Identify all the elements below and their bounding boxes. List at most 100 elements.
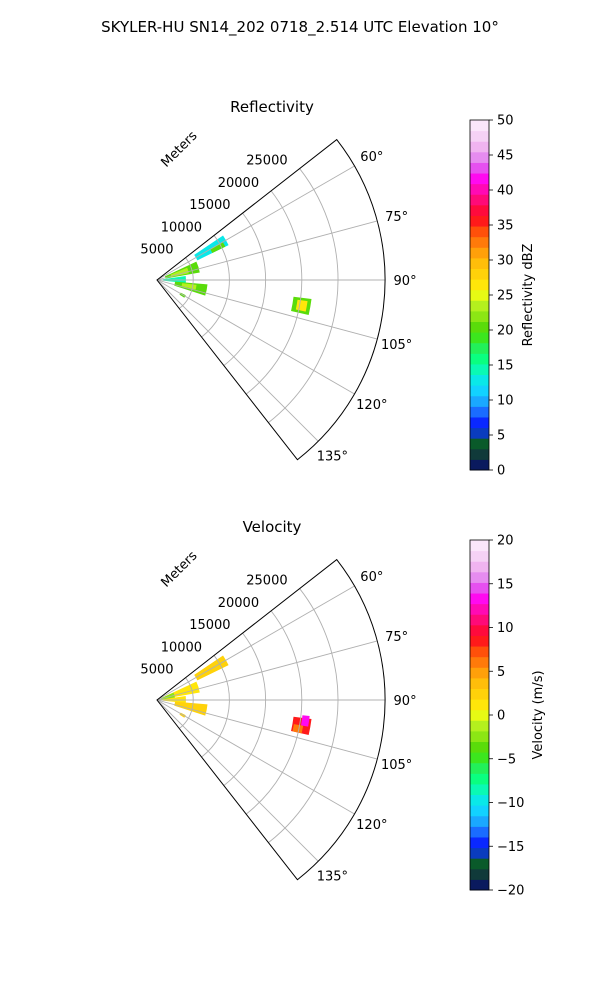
radial-tick-label: 20000	[218, 176, 259, 191]
range-ring	[201, 235, 230, 338]
velocity-title: Velocity	[243, 518, 302, 536]
radial-tick-label: 25000	[246, 574, 287, 589]
reflectivity-plot: 5000 10000 15000 20000 25000 60° 75° 90° 105° 120…	[140, 138, 417, 464]
colorbar-swatch	[470, 582, 489, 594]
range-ring	[223, 212, 266, 366]
colorbar-tick-label: −10	[497, 796, 524, 811]
colorbar-swatch	[470, 173, 489, 185]
colorbar-swatch	[470, 550, 489, 562]
range-ring	[179, 257, 194, 309]
radial-tick-label: 5000	[140, 663, 173, 678]
colorbar-swatch	[470, 688, 489, 700]
colorbar-swatch	[470, 162, 489, 174]
colorbar-swatch	[470, 783, 489, 796]
colorbar-swatch	[470, 752, 489, 764]
velocity-colorbar-label: Velocity (m/s)	[531, 670, 546, 759]
colorbar-swatch	[470, 858, 489, 870]
colorbar-swatch	[470, 236, 489, 248]
colorbar-swatch	[470, 183, 489, 195]
colorbar-swatch	[470, 667, 489, 679]
azimuth-gridline	[156, 699, 378, 760]
azimuth-tick-label: 90°	[394, 694, 417, 709]
colorbar-swatch	[470, 385, 489, 397]
range-ring	[245, 610, 303, 815]
echo-region	[170, 267, 189, 277]
velocity-panel: Velocity 5000 10000 15000 20000 25000 60° 75° 9…	[140, 518, 546, 899]
colorbar-swatch	[470, 794, 489, 806]
radial-tick-label: 5000	[140, 243, 173, 258]
colorbar-swatch	[470, 395, 489, 407]
colorbar-swatch	[470, 614, 489, 626]
colorbar-tick-label: −15	[497, 840, 524, 855]
colorbar-tick-label: 50	[497, 114, 514, 129]
velocity-radial-label: Meters	[159, 548, 201, 590]
reflectivity-radial-label: Meters	[159, 128, 201, 170]
range-ring	[268, 168, 339, 423]
colorbar-tick-label: 10	[497, 621, 514, 636]
colorbar-swatch	[470, 332, 489, 344]
azimuth-tick-label: 60°	[360, 570, 383, 585]
colorbar-swatch	[470, 406, 489, 418]
azimuth-gridline	[156, 585, 355, 701]
colorbar-swatch	[470, 120, 489, 132]
range-ring	[268, 588, 339, 843]
echo-region	[301, 715, 310, 727]
colorbar-swatch	[470, 215, 489, 227]
azimuth-tick-label: 135°	[317, 869, 348, 884]
azimuth-gridline	[156, 699, 355, 815]
colorbar-swatch	[470, 226, 489, 238]
colorbar-tick-label: 20	[497, 324, 514, 339]
colorbar-swatch	[470, 416, 489, 429]
colorbar-tick-label: 25	[497, 289, 514, 304]
radial-tick-label: 15000	[189, 618, 230, 633]
colorbar-swatch	[470, 805, 489, 817]
colorbar-swatch	[470, 289, 489, 301]
radial-tick-label: 25000	[246, 154, 287, 169]
radial-tick-label: 10000	[161, 220, 202, 235]
colorbar-swatch	[470, 427, 489, 439]
colorbar-swatch	[470, 720, 489, 732]
azimuth-tick-label: 75°	[385, 210, 408, 225]
colorbar-tick-label: 30	[497, 254, 514, 269]
colorbar-swatch	[470, 593, 489, 605]
colorbar-swatch	[470, 699, 489, 711]
colorbar-tick-label: 15	[497, 577, 514, 592]
range-ring	[223, 632, 266, 786]
colorbar-swatch	[470, 868, 489, 880]
reflectivity-colorbar-label: Reflectivity dBZ	[521, 244, 536, 347]
azimuth-gridline	[156, 220, 378, 281]
colorbar-swatch	[470, 773, 489, 785]
reflectivity-title: Reflectivity	[230, 98, 314, 116]
azimuth-gridline	[156, 640, 378, 701]
colorbar-swatch	[470, 709, 489, 721]
azimuth-tick-label: 90°	[394, 274, 417, 289]
colorbar-swatch	[470, 374, 489, 386]
colorbar-swatch	[470, 141, 489, 153]
colorbar-swatch	[470, 321, 489, 333]
colorbar-tick-label: 5	[497, 429, 505, 444]
colorbar-tick-label: 10	[497, 394, 514, 409]
colorbar-tick-label: −20	[497, 884, 524, 899]
echo-region	[194, 235, 229, 261]
colorbar-swatch	[470, 826, 489, 838]
colorbar-swatch	[470, 762, 489, 774]
colorbar-tick-label: 40	[497, 184, 514, 199]
colorbar-swatch	[470, 540, 489, 552]
colorbar-swatch	[470, 310, 489, 323]
colorbar-swatch	[470, 646, 489, 658]
colorbar-tick-label: −5	[497, 752, 516, 767]
reflectivity-colorbar: 0 5 10 15 20 25 30 35 40 45 50	[469, 114, 514, 479]
azimuth-tick-label: 105°	[381, 758, 412, 773]
colorbar-tick-label: 5	[497, 665, 505, 680]
colorbar-swatch	[470, 438, 489, 450]
echo-region	[162, 275, 186, 284]
azimuth-gridline	[156, 279, 319, 442]
colorbar-swatch	[470, 151, 489, 163]
colorbar-swatch	[470, 363, 489, 376]
colorbar-swatch	[470, 635, 489, 647]
colorbar-swatch	[470, 448, 489, 460]
colorbar-swatch	[470, 624, 489, 636]
range-ring	[179, 677, 194, 729]
azimuth-tick-label: 60°	[360, 150, 383, 165]
